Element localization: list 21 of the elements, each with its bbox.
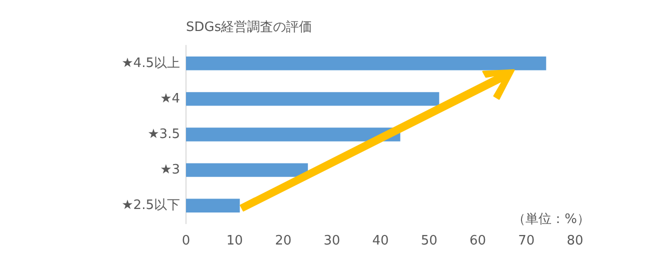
bar: [186, 92, 440, 106]
bar: [186, 128, 400, 142]
y-tick-label: ★3.5: [148, 126, 180, 142]
x-tick-label: 40: [372, 234, 389, 249]
y-tick-label: ★4: [160, 91, 180, 106]
bar: [186, 56, 546, 70]
bar: [186, 198, 240, 212]
x-tick-label: 50: [420, 234, 438, 249]
chart-title: SDGs経営調査の評価: [186, 20, 312, 36]
x-tick-label: 0: [182, 234, 190, 249]
x-tick-label: 80: [566, 234, 584, 249]
y-tick-label: ★2.5以下: [122, 198, 180, 213]
y-tick-label: ★4.5以上: [122, 56, 180, 71]
x-tick-label: 60: [469, 234, 486, 249]
y-tick-label: ★3: [160, 162, 180, 178]
x-tick-label: 30: [324, 234, 340, 249]
x-tick-label: 70: [518, 234, 535, 249]
x-tick-label: 10: [226, 234, 243, 249]
bar: [186, 163, 308, 177]
annotation: （単位：%）: [512, 212, 590, 227]
x-tick-label: 20: [274, 234, 292, 249]
